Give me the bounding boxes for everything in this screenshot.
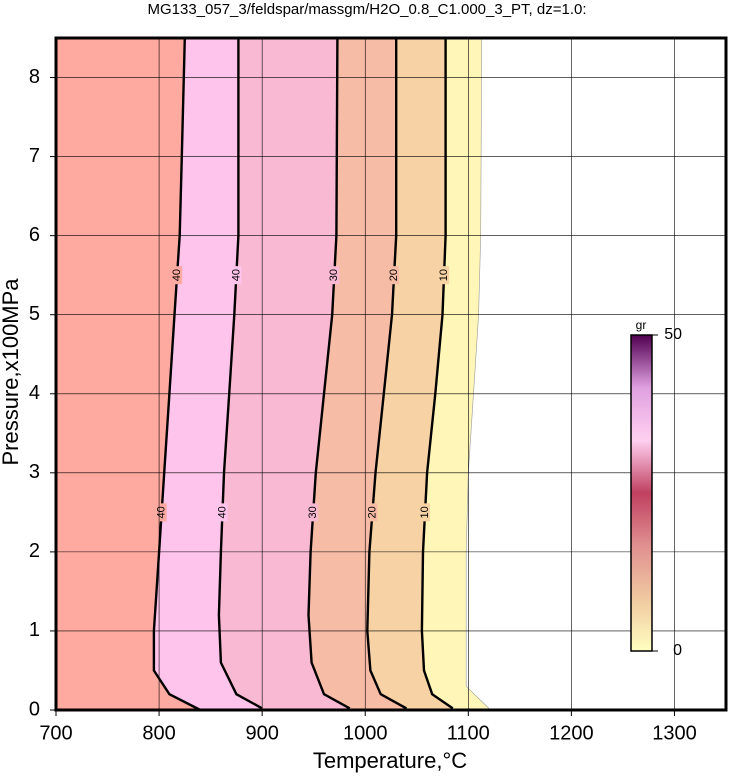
colorbar <box>630 334 653 652</box>
contour-label: 40 <box>216 506 228 518</box>
x-tick-label: 1100 <box>447 722 490 744</box>
contour-label-bg <box>231 266 242 285</box>
contour-label: 10 <box>438 269 450 281</box>
contour-label: 30 <box>307 506 319 518</box>
x-axis-label: Temperature,°C <box>313 748 467 773</box>
y-tick-label: 0 <box>29 698 40 720</box>
y-tick-label: 5 <box>29 303 40 325</box>
colorbar-label: gr <box>636 318 647 332</box>
plot-frame <box>54 36 728 712</box>
y-tick-label: 4 <box>29 382 40 404</box>
colorbar-tick-label: 0 <box>673 642 682 659</box>
contour-label: 40 <box>230 269 242 281</box>
contour-label-bg <box>329 266 340 285</box>
y-axis-label: Pressure,x100MPa <box>0 278 23 466</box>
colorbar-tick-label: 50 <box>664 326 682 343</box>
y-tick-label: 3 <box>29 461 40 483</box>
y-tick-label: 1 <box>29 619 40 641</box>
contour-label-bg <box>367 503 378 522</box>
y-tick-label: 8 <box>29 66 40 88</box>
x-tick-label: 900 <box>245 722 278 744</box>
y-tick-label: 2 <box>29 540 40 562</box>
x-tick-label: 700 <box>39 722 72 744</box>
contour-label-bg <box>439 266 450 285</box>
contour-label: 20 <box>366 506 378 518</box>
contour-label-bg <box>308 503 319 522</box>
contour-fill <box>56 38 201 710</box>
contour-label: 40 <box>171 269 183 281</box>
contour-label-bg <box>420 503 431 522</box>
contour-label-bg <box>156 503 167 522</box>
contour-label-bg <box>217 503 228 522</box>
chart-title: MG133_057_3/feldspar/massgm/H2O_0.8_C1.0… <box>147 1 586 18</box>
x-tick-label: 800 <box>142 722 175 744</box>
y-tick-label: 6 <box>29 224 40 246</box>
contour-label: 30 <box>328 269 340 281</box>
y-tick-label: 7 <box>29 145 40 167</box>
x-tick-label: 1200 <box>549 722 594 744</box>
contour-label-bg <box>172 266 183 285</box>
contour-label-bg <box>389 266 400 285</box>
contour-label: 10 <box>419 506 431 518</box>
contour-label: 20 <box>388 269 400 281</box>
contour-label: 40 <box>156 506 168 518</box>
x-tick-label: 1300 <box>652 722 697 744</box>
x-tick-label: 1000 <box>343 722 388 744</box>
